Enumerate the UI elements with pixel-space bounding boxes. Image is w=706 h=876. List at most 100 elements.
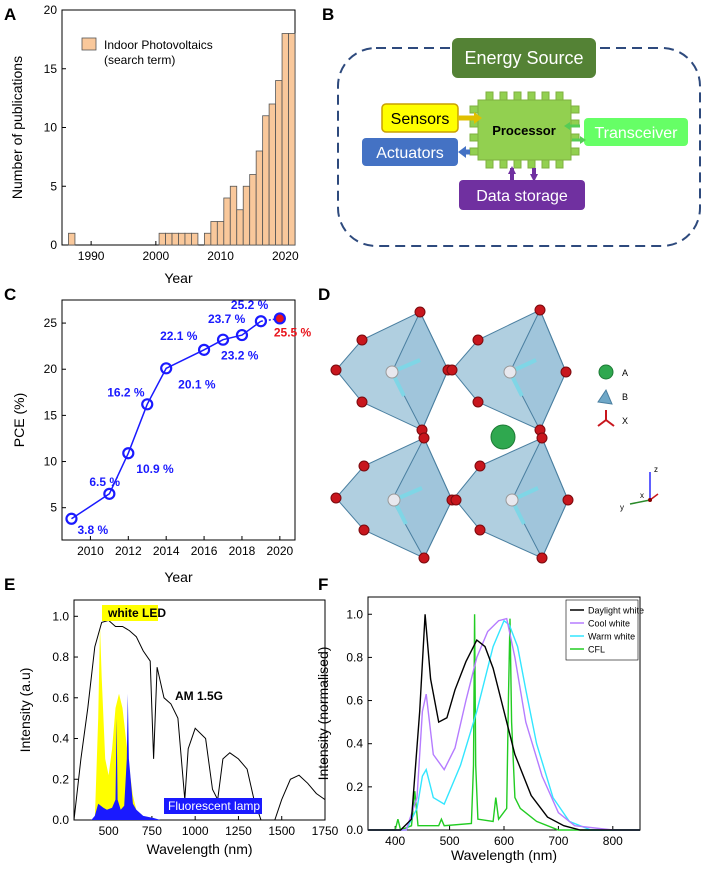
c-point-label: 10.9 % (136, 462, 174, 476)
f-series-line (368, 614, 640, 831)
c-point-label: 23.7 % (208, 312, 246, 326)
c-y-axis-label: PCE (%) (11, 393, 27, 447)
c-point (254, 315, 268, 328)
bar (203, 232, 212, 246)
c-point (122, 447, 135, 460)
c-xtick-label: 2020 (266, 544, 293, 558)
a-ytick-label: 5 (50, 179, 57, 193)
e-xtick-label: 1250 (225, 824, 252, 838)
f-xtick-label: 800 (603, 834, 623, 848)
e-xtick-label: 500 (99, 824, 119, 838)
e-ytick-label: 0.8 (52, 650, 69, 664)
perovskite-structure: A B X z x y (330, 304, 659, 564)
e-am15g-series (73, 619, 326, 821)
c-point (65, 512, 78, 525)
data-storage-box (459, 180, 585, 210)
c-xtick-label: 2010 (77, 544, 104, 558)
e-xtick-label: 750 (142, 824, 162, 838)
bar (281, 33, 289, 246)
e-x-axis-label: Wavelength (nm) (146, 841, 252, 857)
a-x-axis-label: Year (164, 270, 193, 286)
chart-a: 1990 2000 2010 2020 0 5 10 15 20 Year Number of pu… (9, 3, 299, 286)
legend-b-label: B (622, 392, 628, 402)
storage-arrow-down (530, 174, 538, 182)
f-xtick-label: 400 (385, 834, 405, 848)
f-ytick-label: 0.8 (346, 650, 363, 664)
e-ytick-label: 0.6 (52, 691, 69, 705)
bar (242, 185, 251, 246)
energy-source-label: Energy Source (464, 48, 583, 68)
f-xtick-label: 700 (548, 834, 568, 848)
c-xtick-label: 2014 (153, 544, 180, 558)
c-x-axis-label: Year (164, 569, 193, 585)
a-ytick-label: 20 (44, 3, 58, 17)
e-ytick-label: 0.4 (52, 732, 69, 746)
c-point-label: 3.8 % (77, 523, 108, 537)
e-ytick-label: 1.0 (52, 609, 69, 623)
f-ytick-label: 1.0 (346, 607, 363, 621)
c-point (235, 328, 249, 342)
bar (165, 232, 173, 246)
c-point-label: 22.1 % (160, 329, 198, 343)
c-xtick-label: 2016 (191, 544, 218, 558)
legend-a-label: A (622, 368, 628, 378)
bar (249, 174, 257, 246)
f-ytick-label: 0.0 (346, 823, 363, 837)
f-xtick-label: 500 (440, 834, 460, 848)
c-ytick-label: 15 (44, 408, 58, 422)
e-ytick-label: 0.0 (52, 813, 69, 827)
f-legend-label: CFL (588, 645, 605, 655)
bar (171, 232, 179, 246)
c-plot-frame (61, 299, 296, 541)
c-point-label: 16.2 % (107, 385, 145, 399)
a-ytick-label: 15 (44, 62, 58, 76)
actuators-box (362, 138, 458, 166)
axis-x-label: x (640, 491, 644, 500)
f-ytick-label: 0.6 (346, 694, 363, 708)
panel-label-b: B (322, 5, 334, 24)
a-legend-swatch (81, 37, 97, 51)
c-xtick-label: 2018 (229, 544, 256, 558)
e-fluorescent-label: Fluorescent lamp (168, 799, 260, 813)
legend-b-icon (597, 388, 613, 405)
bar (158, 232, 166, 246)
a-xtick-label: 1990 (78, 249, 105, 263)
f-series-line (368, 614, 640, 831)
f-series-line (368, 619, 640, 831)
f-x-axis-label: Wavelength (nm) (451, 847, 557, 863)
a-site-atom (490, 424, 516, 450)
c-ytick-label: 25 (44, 316, 58, 330)
a-legend-sublabel: (search term) (104, 53, 175, 67)
a-xtick-label: 2000 (142, 249, 169, 263)
f-y-axis-label: Intensity (normalised) (315, 647, 331, 781)
e-white-led-series (94, 626, 144, 820)
iot-diagram: Energy Source Processor Sensors Actuator… (337, 38, 701, 247)
bar (184, 232, 192, 246)
e-y-axis-label: Intensity (a.u) (17, 668, 33, 753)
bar (288, 33, 296, 246)
bar (229, 185, 238, 246)
c-xtick-label: 2012 (115, 544, 142, 558)
bar (210, 221, 218, 246)
f-xtick-label: 600 (494, 834, 514, 848)
c-point (160, 362, 173, 375)
a-xtick-label: 2010 (207, 249, 234, 263)
c-point-label: 23.2 % (221, 349, 259, 363)
bar (262, 115, 270, 246)
a-xtick-label: 2020 (272, 249, 299, 263)
chart-c: 2010 2012 2014 2016 2018 2020 5 10 15 20 25 Year PCE… (11, 298, 312, 585)
bar (255, 150, 264, 246)
sensors-label: Sensors (391, 111, 450, 128)
transceiver-arrow-in (564, 122, 570, 130)
legend-x-label: X (622, 416, 628, 426)
e-xtick-label: 1000 (182, 824, 209, 838)
c-point (273, 312, 286, 325)
e-xtick-label: 1500 (268, 824, 295, 838)
e-xtick-label: 1750 (312, 824, 339, 838)
energy-source-box (452, 38, 596, 78)
e-fluorescent-series (91, 693, 161, 820)
e-am15g-label: AM 1.5G (175, 689, 223, 703)
e-ytick-label: 0.2 (52, 772, 69, 786)
bar (275, 80, 283, 246)
c-point (103, 487, 116, 500)
